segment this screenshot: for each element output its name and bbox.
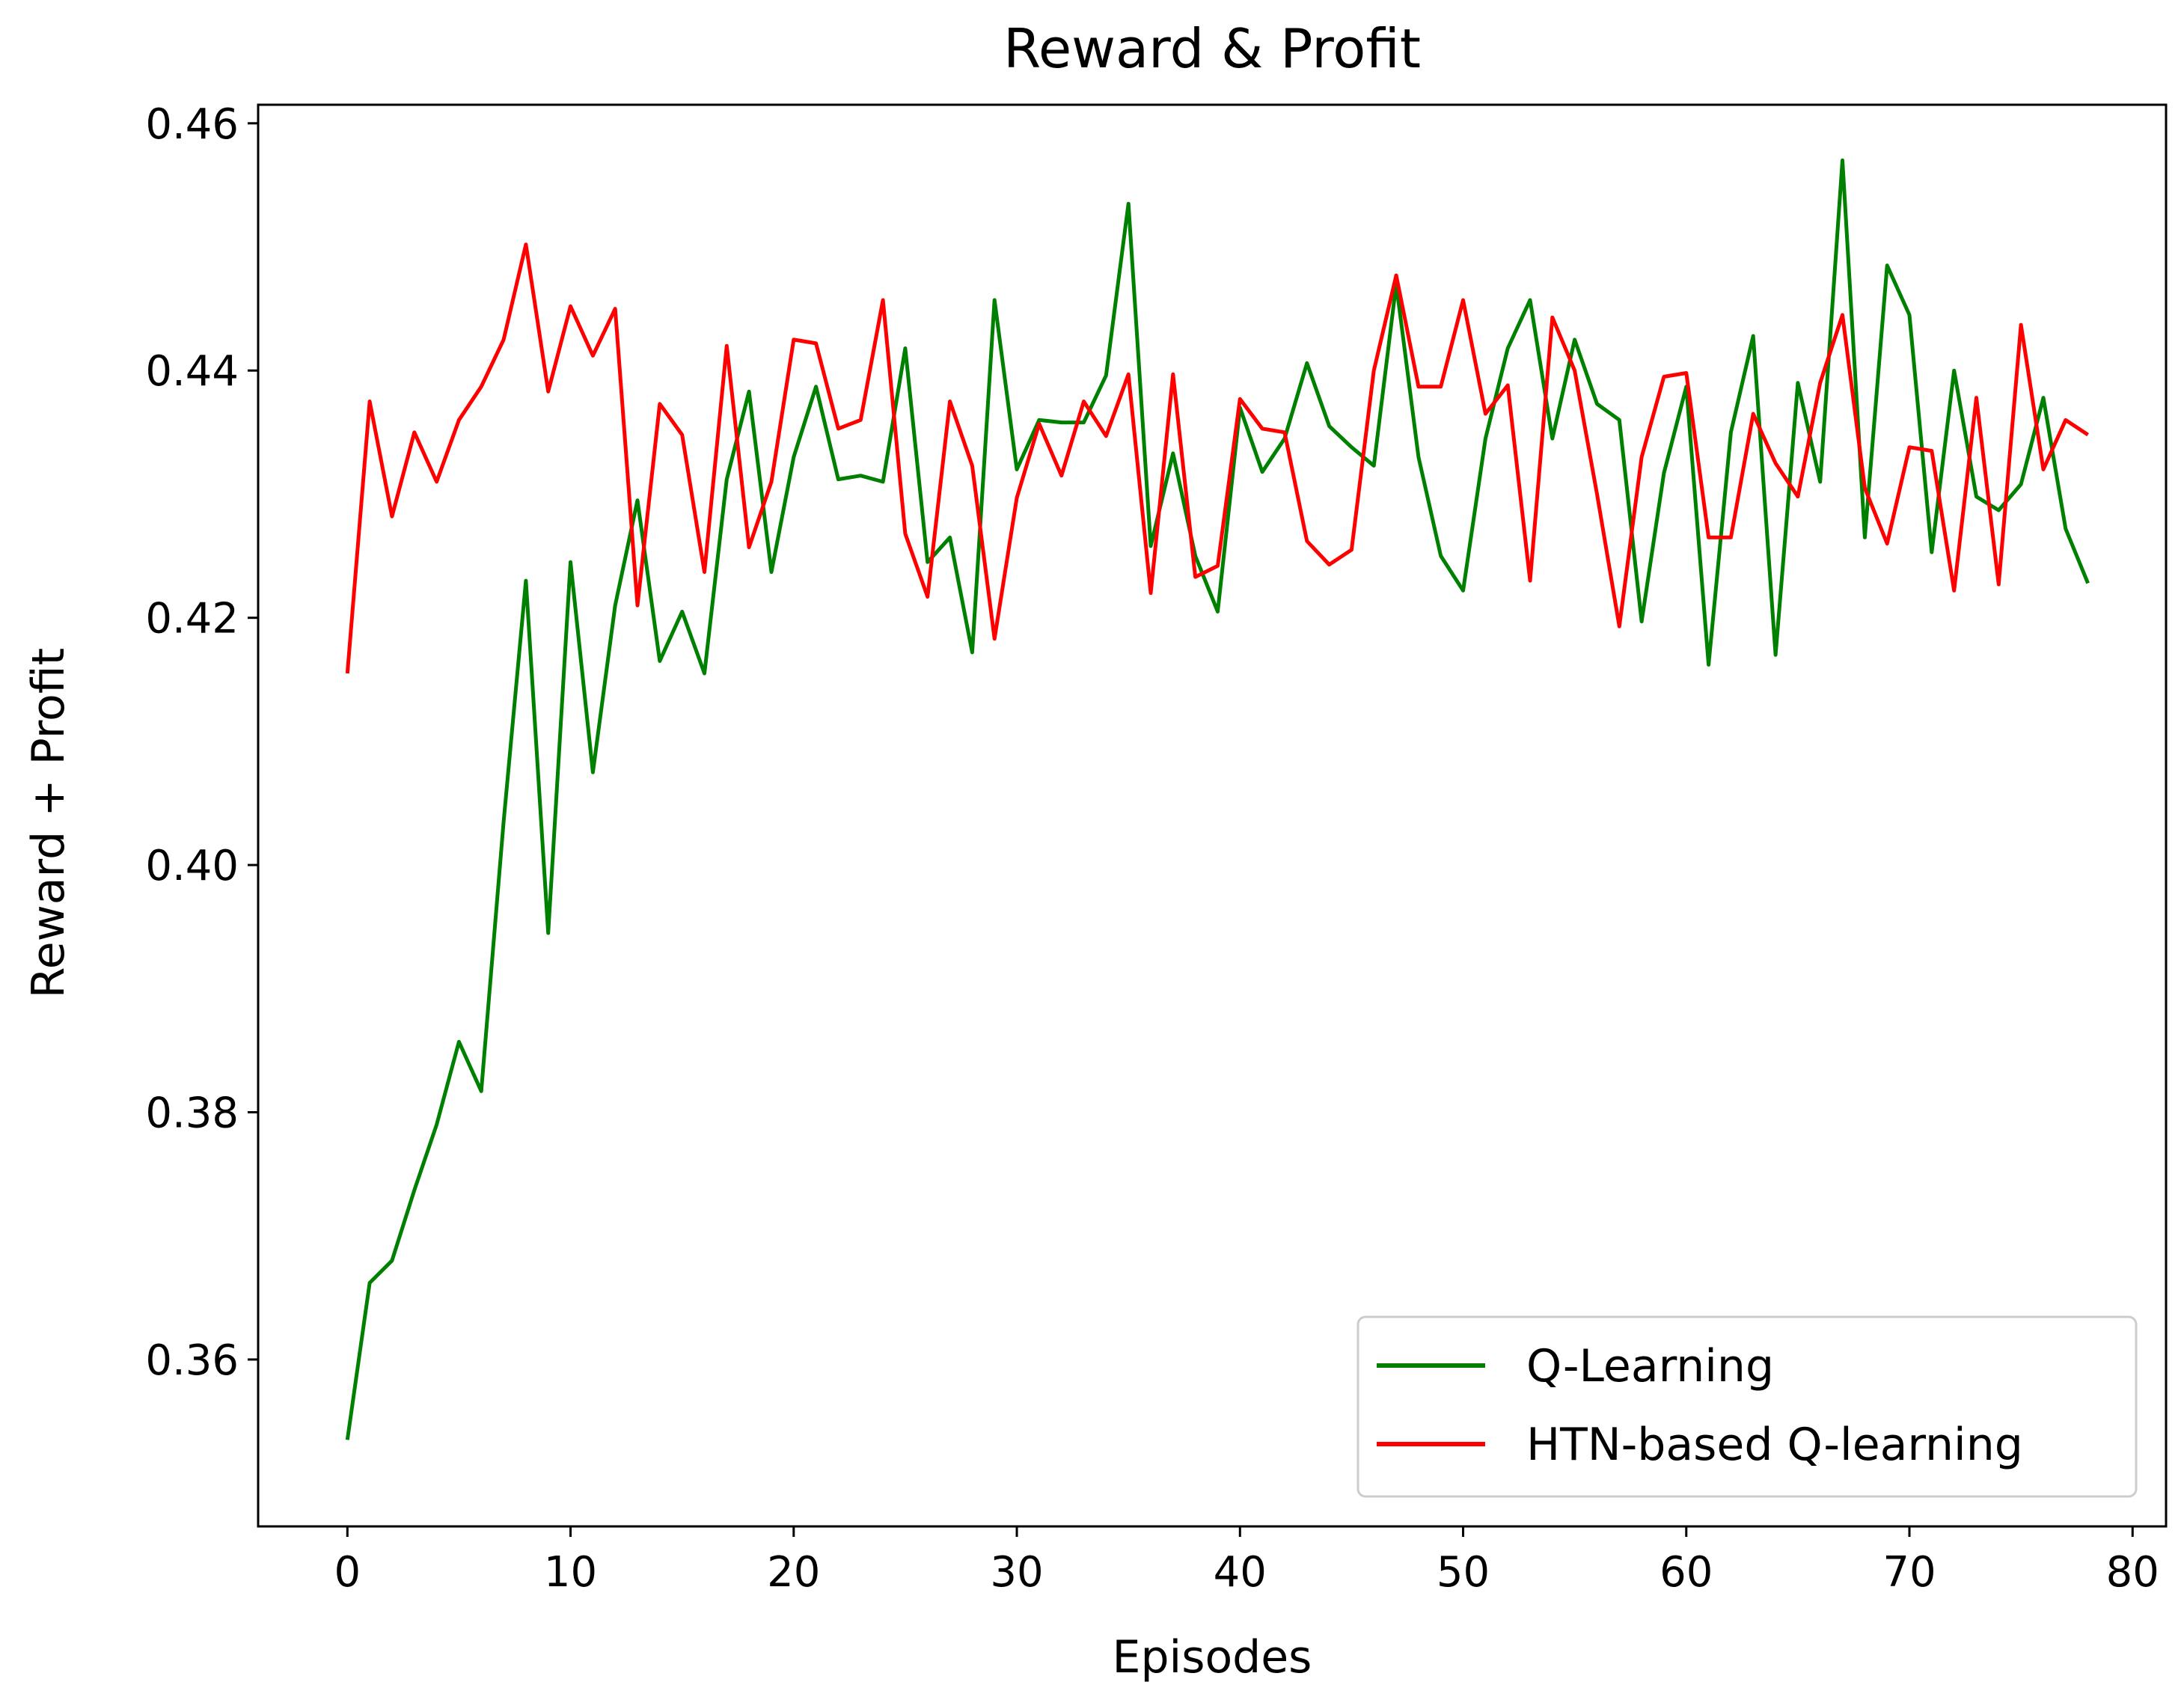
legend-box: [1356, 1315, 2138, 1498]
y-axis: 0.36 0.38 0.40 0.42 0.44 0.46: [145, 100, 258, 1385]
y-tick-label: 0.46: [145, 100, 239, 149]
x-axis: 0 10 20 30 40 50 60 70 80: [334, 1526, 2159, 1597]
series-line-1: [345, 158, 2090, 1440]
x-axis-label: Episodes: [1113, 1631, 1312, 1684]
x-tick-label: 70: [1882, 1548, 1936, 1597]
legend: Q-Learning HTN-based Q-learning: [1356, 1315, 2138, 1498]
plot-frame: [257, 103, 2168, 1528]
plot-area: [257, 103, 2168, 1528]
y-tick-label: 0.36: [145, 1336, 239, 1385]
x-tick-label: 30: [990, 1548, 1043, 1597]
x-tick-label: 50: [1437, 1548, 1490, 1597]
x-tick-label: 20: [767, 1548, 820, 1597]
x-tick-label: 0: [334, 1548, 361, 1597]
y-axis-label: Reward + Profit: [22, 648, 75, 998]
x-tick-label: 80: [2106, 1548, 2159, 1597]
x-tick-label: 10: [544, 1548, 597, 1597]
y-tick-label: 0.42: [145, 595, 239, 643]
series-line-2: [345, 242, 2089, 674]
legend-label: HTN-based Q-learning: [1526, 1419, 2023, 1471]
y-tick-label: 0.38: [145, 1089, 239, 1138]
x-tick-label: 40: [1214, 1548, 1267, 1597]
legend-label: Q-Learning: [1526, 1340, 1774, 1392]
y-tick-label: 0.40: [145, 842, 239, 890]
chart-title: Reward & Profit: [1003, 17, 1421, 80]
x-tick-label: 60: [1660, 1548, 1713, 1597]
y-tick-label: 0.44: [145, 347, 239, 396]
